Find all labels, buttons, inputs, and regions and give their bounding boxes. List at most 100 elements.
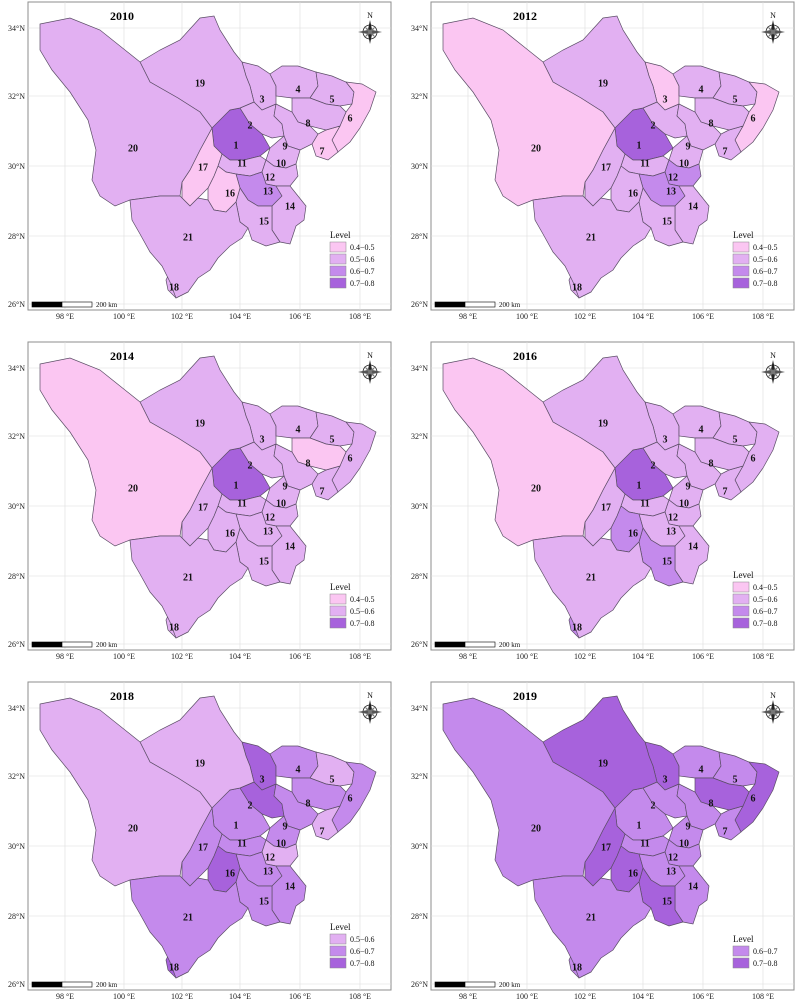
region-label-1: 1: [234, 140, 239, 151]
legend-label: 0.4−0.5: [753, 583, 778, 592]
region-label-18: 18: [169, 962, 179, 973]
lat-tick-label: 34°N: [411, 704, 428, 713]
lat-tick-label: 28°N: [411, 232, 428, 241]
region-4: [672, 65, 722, 99]
region-21: [532, 195, 652, 299]
map-svg: 34°N32°N30°N28°N26°N98 °E 100 °E 102 °E 104…: [8, 681, 392, 1001]
lat-tick-label: 30°N: [411, 162, 428, 171]
region-20: [442, 697, 616, 887]
map-svg: 34°N32°N30°N28°N26°N98 °E 100 °E 102 °E 104…: [411, 1, 795, 321]
legend-swatch: [732, 241, 750, 253]
north-arrow-icon: N: [358, 11, 382, 44]
region-label-21: 21: [183, 572, 193, 583]
region-label-14: 14: [285, 201, 295, 212]
region-label-4: 4: [699, 764, 704, 775]
region-label-9: 9: [686, 481, 691, 492]
region-label-16: 16: [225, 528, 235, 539]
region-label-8: 8: [709, 458, 714, 469]
region-4: [672, 745, 722, 779]
north-label: N: [770, 691, 776, 700]
legend-swatch: [329, 957, 347, 969]
region-label-10: 10: [679, 838, 689, 849]
legend-swatch: [329, 253, 347, 265]
scale-bar-label: 200 km: [499, 981, 521, 989]
region-label-5: 5: [330, 434, 335, 445]
north-arrow-icon: N: [761, 11, 785, 44]
lon-tick-label: 102 °E: [574, 312, 596, 321]
legend-swatch: [732, 617, 750, 629]
map-panel-2010: 34°N 32°N 30°N 28°N 26°N 98 °E 100 °E 102 °E 104…: [0, 0, 393, 321]
region-label-16: 16: [628, 188, 638, 199]
lon-tick-label: 104 °E: [632, 992, 654, 1001]
legend-label: 0.7−0.8: [350, 619, 375, 628]
region-label-17: 17: [601, 842, 611, 853]
region-label-2: 2: [248, 120, 253, 131]
region-label-2: 2: [651, 460, 656, 471]
lon-tick-label: 108 °E: [349, 992, 371, 1001]
region-label-7: 7: [723, 146, 728, 157]
legend-swatch: [329, 277, 347, 289]
region-label-11: 11: [237, 498, 246, 509]
legend-label: 0.6−0.7: [753, 267, 778, 276]
lat-tick-label: 34°N: [8, 24, 25, 33]
region-label-14: 14: [688, 881, 698, 892]
region-label-21: 21: [586, 232, 596, 243]
region-label-4: 4: [699, 84, 704, 95]
region-label-20: 20: [531, 823, 541, 834]
region-label-2: 2: [651, 800, 656, 811]
region-20: [39, 357, 213, 547]
region-label-12: 12: [668, 172, 678, 183]
lon-tick-label: 106 °E: [692, 652, 714, 661]
region-label-5: 5: [733, 434, 738, 445]
region-20: [39, 697, 213, 887]
region-label-1: 1: [637, 820, 642, 831]
scale-bar: 200 km: [31, 981, 118, 989]
legend-label: 0.7−0.8: [753, 959, 778, 968]
region-4: [269, 65, 319, 99]
region-label-14: 14: [285, 541, 295, 552]
region-label-5: 5: [330, 774, 335, 785]
region-label-12: 12: [265, 852, 275, 863]
map-panel-2019: 34°N 32°N 30°N 28°N 26°N 98 °E 100 °E 102 °E 104…: [403, 680, 796, 1001]
region-label-4: 4: [296, 84, 301, 95]
scale-bar-label: 200 km: [96, 301, 118, 309]
region-label-12: 12: [265, 172, 275, 183]
lon-tick-label: 108 °E: [349, 652, 371, 661]
north-arrow-icon: N: [761, 691, 785, 724]
region-label-9: 9: [283, 821, 288, 832]
lon-tick-label: 98 °E: [459, 992, 477, 1001]
north-arrow-icon: N: [761, 351, 785, 384]
lat-tick-label: 32°N: [8, 92, 25, 101]
region-label-20: 20: [128, 483, 138, 494]
lon-tick-label: 100 °E: [516, 312, 538, 321]
region-label-14: 14: [688, 201, 698, 212]
lon-tick-label: 102 °E: [171, 652, 193, 661]
lat-tick-label: 34°N: [8, 704, 25, 713]
region-label-18: 18: [169, 622, 179, 633]
region-label-10: 10: [276, 838, 286, 849]
region-14: [271, 185, 307, 245]
north-arrow-icon: N: [358, 351, 382, 384]
legend-label: 0.7−0.8: [350, 279, 375, 288]
region-label-18: 18: [572, 282, 582, 293]
region-21: [532, 535, 652, 639]
region-14: [271, 865, 307, 925]
legend-title: Level: [330, 922, 351, 932]
region-label-1: 1: [234, 820, 239, 831]
region-label-4: 4: [296, 764, 301, 775]
region-label-7: 7: [320, 146, 325, 157]
region-label-17: 17: [601, 502, 611, 513]
lat-tick-label: 28°N: [8, 912, 25, 921]
lon-tick-label: 104 °E: [229, 312, 251, 321]
lat-tick-label: 26°N: [8, 300, 25, 309]
region-label-5: 5: [733, 94, 738, 105]
legend-swatch: [329, 605, 347, 617]
lon-tick-label: 108 °E: [752, 652, 774, 661]
region-14: [271, 525, 307, 585]
region-label-10: 10: [679, 498, 689, 509]
region-label-6: 6: [348, 113, 353, 124]
region-label-15: 15: [259, 556, 269, 567]
region-label-3: 3: [260, 94, 265, 105]
legend-swatch: [732, 253, 750, 265]
scale-bar: 200 km: [434, 301, 521, 309]
